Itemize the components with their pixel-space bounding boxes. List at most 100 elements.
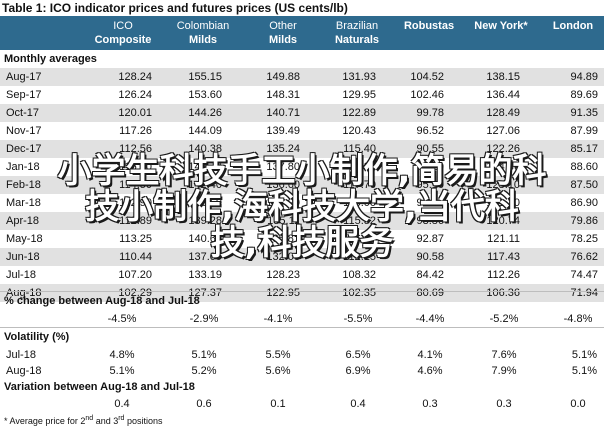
column-header: ICO Composite Colombian Milds Other Milds B… <box>0 16 604 50</box>
cell-colombian-milds: 140.50 <box>188 197 222 209</box>
cell-brazilian-naturals: 6.5% <box>345 349 371 361</box>
row-label: Jul-18 <box>6 349 36 361</box>
cell-colombian-milds: 5.2% <box>191 365 217 377</box>
cell-brazilian-naturals: 102.35 <box>342 287 376 299</box>
cell-brazilian-naturals: 117.70 <box>343 179 376 191</box>
table-row: Apr-18 112.89 139.28 135.11 115.52 93.86 120.7… <box>0 212 604 230</box>
cell-robustas: 90.55 <box>416 143 444 155</box>
column-line1: ICO <box>113 20 133 32</box>
table-row: May-18 113.25 140.62 135.81 116.23 92.87 121.1… <box>0 230 604 248</box>
cell-brazilian-naturals: 115.52 <box>343 215 376 227</box>
table-row: Sep-17 126.24 153.60 148.31 129.95 102.46 136.… <box>0 86 604 104</box>
row-label: Jan-18 <box>6 161 40 173</box>
row-label: Dec-17 <box>6 143 42 155</box>
column-other-milds: Other Milds <box>244 19 322 47</box>
cell-robustas: 90.58 <box>416 251 444 263</box>
cell-other-milds: -4.1% <box>263 313 293 325</box>
cell-london: 74.47 <box>570 269 598 281</box>
cell-other-milds: 5.5% <box>265 349 291 361</box>
cell-other-milds: 135.24 <box>266 143 300 155</box>
footnote-text: positions <box>124 416 163 426</box>
cell-colombian-milds: -2.9% <box>189 313 219 325</box>
cell-brazilian-naturals: 116.23 <box>343 233 376 245</box>
cell-robustas: 99.78 <box>416 107 444 119</box>
cell-new-york: 121.11 <box>487 233 520 245</box>
table-row: Aug-18 102.29 127.37 122.95 102.35 80.69 106.3… <box>0 284 604 302</box>
cell-colombian-milds: 0.6 <box>196 398 212 410</box>
cell-ico-composite: 114.50 <box>119 179 152 191</box>
cell-ico-composite: 0.4 <box>114 398 130 410</box>
table-row: Feb-18 114.50 142.40 136.60 117.70 95.10 123.1… <box>0 176 604 194</box>
cell-ico-composite: 117.26 <box>119 125 152 137</box>
cell-colombian-milds: 137.09 <box>188 251 222 263</box>
cell-brazilian-naturals: 0.4 <box>350 398 366 410</box>
section-monthly-averages: Monthly averages <box>0 50 604 68</box>
cell-london: 86.90 <box>570 197 598 209</box>
cell-other-milds: 134.90 <box>266 197 300 209</box>
cell-new-york: 138.15 <box>486 71 520 83</box>
table-row: Mar-18 112.90 140.50 134.90 116.00 94.50 121.2… <box>0 194 604 212</box>
cell-london: 87.50 <box>570 179 598 191</box>
table-row: Dec-17 112.56 140.38 135.24 115.40 90.55 122.2… <box>0 140 604 158</box>
table-row: -4.5% -2.9% -4.1% -5.5% -4.4% -5.2% -4.8% <box>0 310 604 328</box>
cell-brazilian-naturals: 108.32 <box>342 269 376 281</box>
cell-colombian-milds: 140.62 <box>188 233 222 245</box>
cell-ico-composite: 126.24 <box>118 89 152 101</box>
column-ico-composite: ICO Composite <box>84 19 162 47</box>
cell-new-york: 128.49 <box>486 107 520 119</box>
cell-robustas: 80.69 <box>416 287 444 299</box>
column-line2: Milds <box>188 34 218 46</box>
cell-london: 5.1% <box>571 365 597 377</box>
cell-new-york: 136.44 <box>486 89 520 101</box>
cell-london: 0.0 <box>570 398 586 410</box>
table-row: Jul-18 4.8% 5.1% 5.5% 6.5% 4.1% 7.6% 5.1% <box>0 346 604 364</box>
footnote: * Average price for 2nd and 3rd position… <box>4 412 162 428</box>
cell-new-york: 117.43 <box>487 251 520 263</box>
column-line2: Naturals <box>334 34 380 46</box>
table-row: Nov-17 117.26 144.09 139.49 120.43 96.52 127.0… <box>0 122 604 140</box>
column-london: London <box>534 19 604 33</box>
cell-new-york: 124.36 <box>486 161 520 173</box>
cell-ico-composite: 110.44 <box>119 251 152 263</box>
cell-new-york: -5.2% <box>489 313 519 325</box>
cell-ico-composite: 112.90 <box>119 197 152 209</box>
cell-london: 87.99 <box>570 125 598 137</box>
cell-robustas: 93.86 <box>416 215 444 227</box>
footnote-superscript: rd <box>118 415 125 422</box>
cell-ico-composite: 4.8% <box>109 349 135 361</box>
cell-ico-composite: -4.5% <box>107 313 137 325</box>
cell-london: 71.94 <box>570 287 598 299</box>
table-row: Jan-18 115.60 143.77 137.80 118.80 96.20 124.3… <box>0 158 604 176</box>
cell-other-milds: 148.31 <box>266 89 300 101</box>
cell-ico-composite: 115.60 <box>119 161 152 173</box>
row-label: Mar-18 <box>6 197 41 209</box>
table-row: Aug-17 128.24 155.15 149.88 131.93 104.52 138.… <box>0 68 604 86</box>
table-row: Oct-17 120.01 144.26 140.71 122.89 99.78 128.4… <box>0 104 604 122</box>
cell-ico-composite: 120.01 <box>118 107 152 119</box>
row-label: Aug-17 <box>6 71 42 83</box>
cell-robustas: 96.20 <box>416 161 444 173</box>
cell-robustas: 84.42 <box>416 269 444 281</box>
cell-colombian-milds: 142.40 <box>188 179 222 191</box>
cell-london: 89.69 <box>570 89 598 101</box>
column-line2: New York* <box>474 20 528 32</box>
cell-other-milds: 139.49 <box>266 125 300 137</box>
cell-brazilian-naturals: 118.80 <box>343 161 376 173</box>
table-title: Table 1: ICO indicator prices and future… <box>2 1 348 15</box>
row-label: May-18 <box>6 233 43 245</box>
table-row: Jun-18 110.44 137.09 132.08 112.15 90.58 117.4… <box>0 248 604 266</box>
section-heading: Volatility (%) <box>4 331 70 343</box>
cell-ico-composite: 102.29 <box>118 287 152 299</box>
cell-colombian-milds: 153.60 <box>188 89 222 101</box>
cell-robustas: -4.4% <box>415 313 445 325</box>
column-line2: Robustas <box>403 20 455 32</box>
cell-ico-composite: 112.56 <box>119 143 152 155</box>
cell-other-milds: 135.11 <box>267 215 300 227</box>
table-row: Aug-18 5.1% 5.2% 5.6% 6.9% 4.6% 7.9% 5.1% <box>0 362 604 380</box>
cell-london: 79.86 <box>570 215 598 227</box>
column-line2: Composite <box>94 34 152 46</box>
column-new-york: New York* <box>462 19 540 33</box>
cell-robustas: 4.1% <box>417 349 443 361</box>
cell-new-york: 120.74 <box>486 215 520 227</box>
divider <box>0 291 604 292</box>
